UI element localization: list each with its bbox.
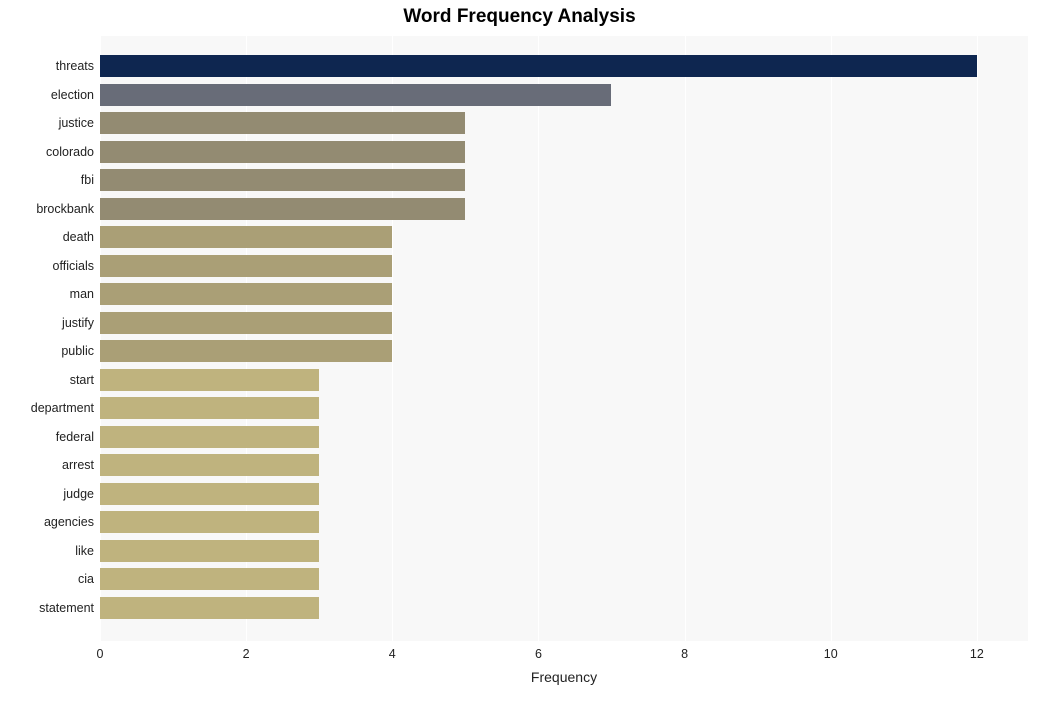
y-tick-label: like [75, 544, 94, 558]
y-axis-labels: threats election justice colorado fbi brockba… [0, 36, 100, 641]
y-tick-label: threats [56, 59, 94, 73]
y-tick-label: officials [53, 259, 94, 273]
x-tick-label: 10 [824, 647, 838, 661]
bar [100, 255, 392, 277]
x-axis-tick-labels: 0 2 4 6 8 10 12 [100, 647, 1028, 667]
x-tick-label: 0 [97, 647, 104, 661]
y-tick-label: public [61, 344, 94, 358]
bar [100, 141, 465, 163]
y-tick-label: judge [63, 487, 94, 501]
x-tick-label: 8 [681, 647, 688, 661]
y-tick-label: fbi [81, 173, 94, 187]
y-tick-label: justify [62, 316, 94, 330]
bar [100, 397, 319, 419]
x-tick-label: 6 [535, 647, 542, 661]
y-tick-label: agencies [44, 515, 94, 529]
bar [100, 84, 611, 106]
bar [100, 568, 319, 590]
bar [100, 540, 319, 562]
bar [100, 55, 977, 77]
chart-title: Word Frequency Analysis [0, 6, 1039, 28]
y-tick-label: colorado [46, 145, 94, 159]
y-tick-label: start [70, 373, 94, 387]
y-tick-label: federal [56, 430, 94, 444]
x-tick-label: 2 [243, 647, 250, 661]
plot-area [100, 36, 1028, 641]
y-tick-label: election [51, 88, 94, 102]
bar [100, 198, 465, 220]
bar [100, 226, 392, 248]
x-tick-label: 12 [970, 647, 984, 661]
y-tick-label: cia [78, 572, 94, 586]
y-tick-label: arrest [62, 458, 94, 472]
bar [100, 312, 392, 334]
y-tick-label: statement [39, 601, 94, 615]
gridline [831, 36, 832, 641]
bar [100, 426, 319, 448]
bar [100, 483, 319, 505]
gridline [538, 36, 539, 641]
gridline [977, 36, 978, 641]
bar [100, 454, 319, 476]
bar [100, 597, 319, 619]
y-tick-label: department [31, 401, 94, 415]
y-tick-label: brockbank [36, 202, 94, 216]
y-tick-label: justice [59, 116, 94, 130]
y-tick-label: death [63, 230, 94, 244]
gridline [685, 36, 686, 641]
bar [100, 511, 319, 533]
bar [100, 169, 465, 191]
bar [100, 283, 392, 305]
x-tick-label: 4 [389, 647, 396, 661]
bar [100, 369, 319, 391]
x-axis-label: Frequency [100, 669, 1028, 685]
bar [100, 340, 392, 362]
bar [100, 112, 465, 134]
y-tick-label: man [70, 287, 94, 301]
